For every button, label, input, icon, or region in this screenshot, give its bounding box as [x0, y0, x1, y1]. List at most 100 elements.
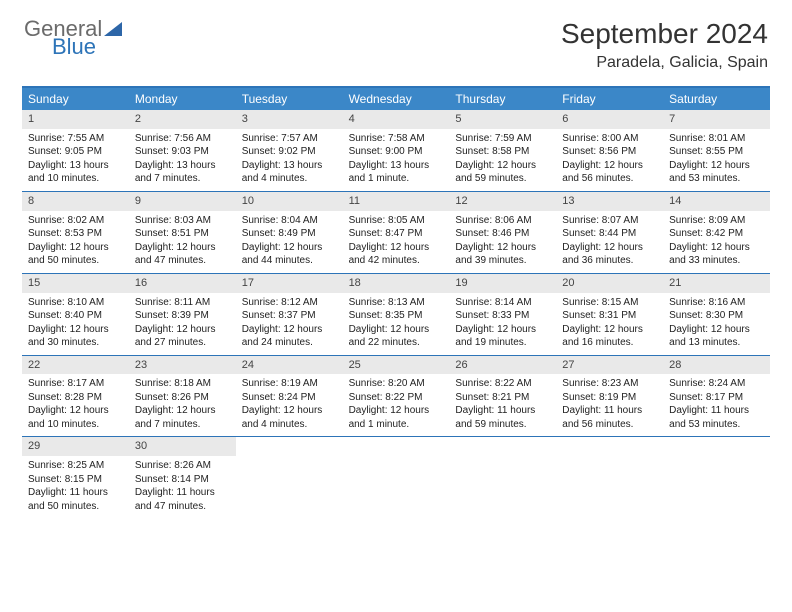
- daylight-line: Daylight: 12 hours and 42 minutes.: [349, 241, 444, 268]
- sunset-line: Sunset: 8:33 PM: [455, 309, 550, 323]
- day-cell: 29Sunrise: 8:25 AMSunset: 8:15 PMDayligh…: [22, 437, 129, 518]
- weeks-container: 1Sunrise: 7:55 AMSunset: 9:05 PMDaylight…: [22, 110, 770, 518]
- sunrise-line: Sunrise: 8:05 AM: [349, 214, 444, 228]
- sunrise-line: Sunrise: 8:20 AM: [349, 377, 444, 391]
- sunset-line: Sunset: 8:21 PM: [455, 391, 550, 405]
- daylight-line: Daylight: 11 hours and 59 minutes.: [455, 404, 550, 431]
- sunset-line: Sunset: 8:28 PM: [28, 391, 123, 405]
- day-cell: 20Sunrise: 8:15 AMSunset: 8:31 PMDayligh…: [556, 274, 663, 355]
- sunrise-line: Sunrise: 8:10 AM: [28, 296, 123, 310]
- day-number: 25: [343, 356, 450, 375]
- sunrise-line: Sunrise: 8:19 AM: [242, 377, 337, 391]
- daylight-line: Daylight: 12 hours and 1 minute.: [349, 404, 444, 431]
- daylight-line: Daylight: 12 hours and 47 minutes.: [135, 241, 230, 268]
- day-number: 4: [343, 110, 450, 129]
- day-number: 16: [129, 274, 236, 293]
- day-number: 30: [129, 437, 236, 456]
- day-number: 13: [556, 192, 663, 211]
- day-body: Sunrise: 8:22 AMSunset: 8:21 PMDaylight:…: [449, 374, 556, 436]
- day-number: 10: [236, 192, 343, 211]
- sunset-line: Sunset: 8:47 PM: [349, 227, 444, 241]
- sunrise-line: Sunrise: 8:11 AM: [135, 296, 230, 310]
- day-cell: 9 Sunrise: 8:03 AMSunset: 8:51 PMDaylight…: [129, 192, 236, 273]
- sunrise-line: Sunrise: 8:17 AM: [28, 377, 123, 391]
- daylight-line: Daylight: 12 hours and 27 minutes.: [135, 323, 230, 350]
- day-number: 14: [663, 192, 770, 211]
- day-number: 21: [663, 274, 770, 293]
- day-cell: 22Sunrise: 8:17 AMSunset: 8:28 PMDayligh…: [22, 356, 129, 437]
- daylight-line: Daylight: 11 hours and 50 minutes.: [28, 486, 123, 513]
- day-body: Sunrise: 8:19 AMSunset: 8:24 PMDaylight:…: [236, 374, 343, 436]
- sunset-line: Sunset: 8:37 PM: [242, 309, 337, 323]
- day-header: Wednesday: [343, 88, 450, 110]
- sunrise-line: Sunrise: 7:58 AM: [349, 132, 444, 146]
- logo-text-bottom: Blue: [52, 36, 122, 58]
- day-number: 28: [663, 356, 770, 375]
- day-number: 11: [343, 192, 450, 211]
- day-body: Sunrise: 8:07 AMSunset: 8:44 PMDaylight:…: [556, 211, 663, 273]
- day-body: Sunrise: 8:26 AMSunset: 8:14 PMDaylight:…: [129, 456, 236, 518]
- day-cell: 19Sunrise: 8:14 AMSunset: 8:33 PMDayligh…: [449, 274, 556, 355]
- day-cell: 17Sunrise: 8:12 AMSunset: 8:37 PMDayligh…: [236, 274, 343, 355]
- sunset-line: Sunset: 8:51 PM: [135, 227, 230, 241]
- daylight-line: Daylight: 12 hours and 16 minutes.: [562, 323, 657, 350]
- day-body: Sunrise: 8:23 AMSunset: 8:19 PMDaylight:…: [556, 374, 663, 436]
- day-cell: 14Sunrise: 8:09 AMSunset: 8:42 PMDayligh…: [663, 192, 770, 273]
- day-cell: [663, 437, 770, 518]
- day-body: Sunrise: 8:10 AMSunset: 8:40 PMDaylight:…: [22, 293, 129, 355]
- sunset-line: Sunset: 8:39 PM: [135, 309, 230, 323]
- daylight-line: Daylight: 12 hours and 59 minutes.: [455, 159, 550, 186]
- day-body: Sunrise: 8:01 AMSunset: 8:55 PMDaylight:…: [663, 129, 770, 191]
- sunset-line: Sunset: 8:58 PM: [455, 145, 550, 159]
- day-number: 27: [556, 356, 663, 375]
- sunrise-line: Sunrise: 8:23 AM: [562, 377, 657, 391]
- day-number: 8: [22, 192, 129, 211]
- sunrise-line: Sunrise: 7:59 AM: [455, 132, 550, 146]
- sunrise-line: Sunrise: 8:25 AM: [28, 459, 123, 473]
- daylight-line: Daylight: 12 hours and 10 minutes.: [28, 404, 123, 431]
- day-body: Sunrise: 8:02 AMSunset: 8:53 PMDaylight:…: [22, 211, 129, 273]
- day-cell: 12Sunrise: 8:06 AMSunset: 8:46 PMDayligh…: [449, 192, 556, 273]
- day-header: Thursday: [449, 88, 556, 110]
- day-number: 7: [663, 110, 770, 129]
- day-number: 6: [556, 110, 663, 129]
- sunrise-line: Sunrise: 8:02 AM: [28, 214, 123, 228]
- sunrise-line: Sunrise: 7:56 AM: [135, 132, 230, 146]
- day-cell: 23Sunrise: 8:18 AMSunset: 8:26 PMDayligh…: [129, 356, 236, 437]
- day-header-row: SundayMondayTuesdayWednesdayThursdayFrid…: [22, 88, 770, 110]
- sunrise-line: Sunrise: 8:22 AM: [455, 377, 550, 391]
- day-body: Sunrise: 8:25 AMSunset: 8:15 PMDaylight:…: [22, 456, 129, 518]
- sunset-line: Sunset: 8:42 PM: [669, 227, 764, 241]
- day-number: 1: [22, 110, 129, 129]
- daylight-line: Daylight: 12 hours and 30 minutes.: [28, 323, 123, 350]
- sunrise-line: Sunrise: 8:26 AM: [135, 459, 230, 473]
- day-body: Sunrise: 7:55 AMSunset: 9:05 PMDaylight:…: [22, 129, 129, 191]
- day-number: 22: [22, 356, 129, 375]
- day-number: 24: [236, 356, 343, 375]
- daylight-line: Daylight: 13 hours and 10 minutes.: [28, 159, 123, 186]
- daylight-line: Daylight: 12 hours and 36 minutes.: [562, 241, 657, 268]
- sunset-line: Sunset: 8:46 PM: [455, 227, 550, 241]
- sunrise-line: Sunrise: 8:03 AM: [135, 214, 230, 228]
- calendar: SundayMondayTuesdayWednesdayThursdayFrid…: [22, 86, 770, 518]
- sunset-line: Sunset: 8:31 PM: [562, 309, 657, 323]
- daylight-line: Daylight: 12 hours and 33 minutes.: [669, 241, 764, 268]
- day-body: Sunrise: 8:05 AMSunset: 8:47 PMDaylight:…: [343, 211, 450, 273]
- day-number: 9: [129, 192, 236, 211]
- day-body: Sunrise: 8:06 AMSunset: 8:46 PMDaylight:…: [449, 211, 556, 273]
- sunset-line: Sunset: 8:19 PM: [562, 391, 657, 405]
- day-body: Sunrise: 8:11 AMSunset: 8:39 PMDaylight:…: [129, 293, 236, 355]
- sunrise-line: Sunrise: 8:01 AM: [669, 132, 764, 146]
- daylight-line: Daylight: 11 hours and 56 minutes.: [562, 404, 657, 431]
- day-body: Sunrise: 7:59 AMSunset: 8:58 PMDaylight:…: [449, 129, 556, 191]
- day-body: Sunrise: 8:18 AMSunset: 8:26 PMDaylight:…: [129, 374, 236, 436]
- day-cell: 3Sunrise: 7:57 AMSunset: 9:02 PMDaylight…: [236, 110, 343, 191]
- day-number: 19: [449, 274, 556, 293]
- day-cell: 16Sunrise: 8:11 AMSunset: 8:39 PMDayligh…: [129, 274, 236, 355]
- day-body: Sunrise: 8:17 AMSunset: 8:28 PMDaylight:…: [22, 374, 129, 436]
- week-row: 1Sunrise: 7:55 AMSunset: 9:05 PMDaylight…: [22, 110, 770, 192]
- daylight-line: Daylight: 11 hours and 53 minutes.: [669, 404, 764, 431]
- daylight-line: Daylight: 12 hours and 39 minutes.: [455, 241, 550, 268]
- day-cell: [236, 437, 343, 518]
- daylight-line: Daylight: 12 hours and 22 minutes.: [349, 323, 444, 350]
